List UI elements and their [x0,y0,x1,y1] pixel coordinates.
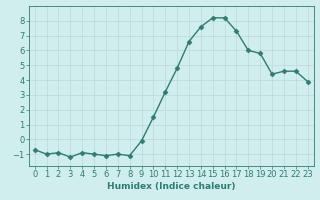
X-axis label: Humidex (Indice chaleur): Humidex (Indice chaleur) [107,182,236,191]
